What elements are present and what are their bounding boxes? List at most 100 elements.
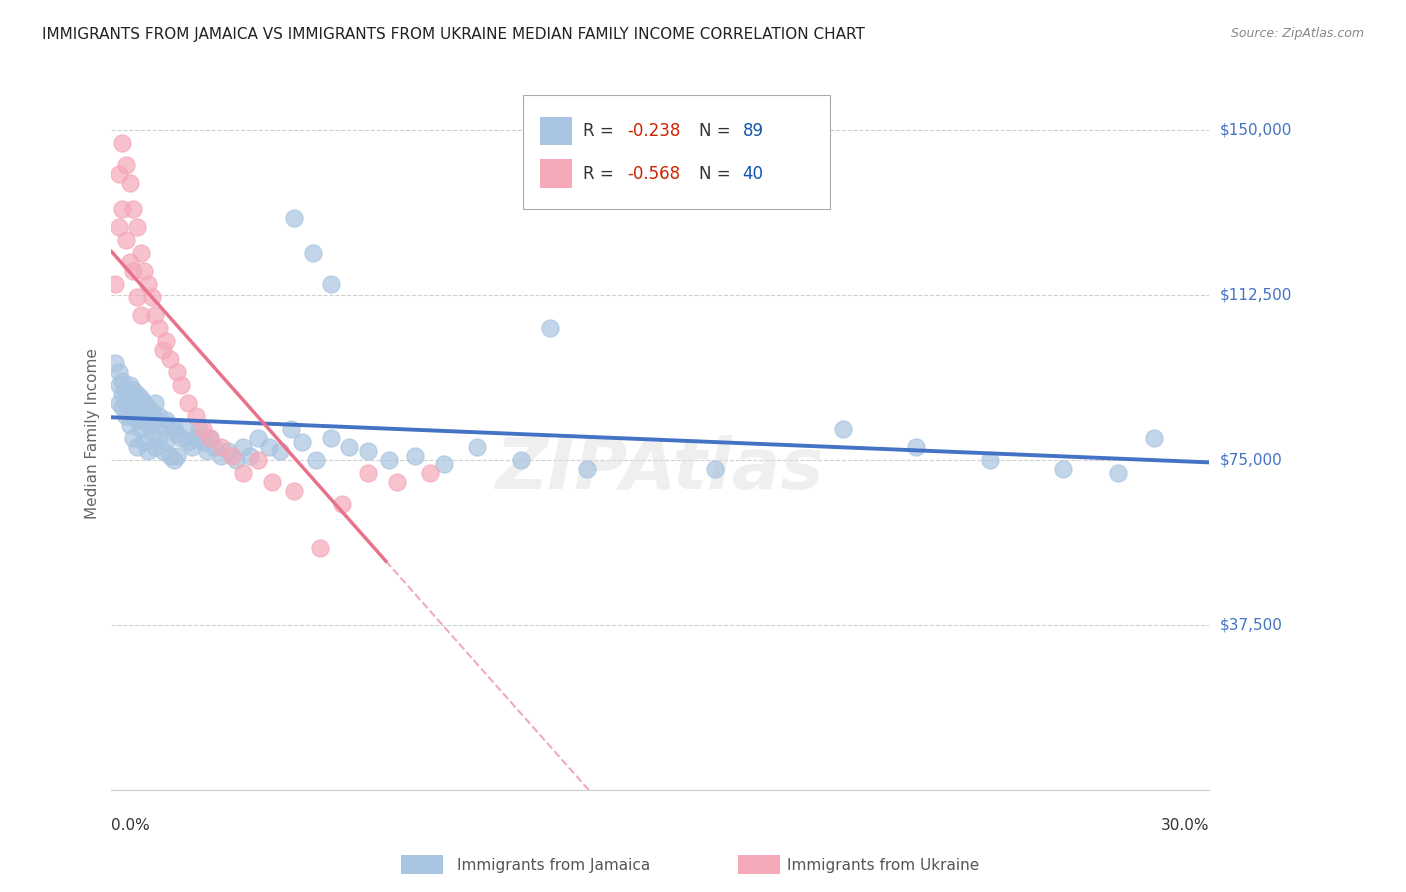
Point bbox=[115, 383, 138, 397]
Point bbox=[143, 413, 166, 427]
Point bbox=[155, 435, 177, 450]
Point bbox=[301, 246, 323, 260]
Point bbox=[221, 449, 243, 463]
Text: N =: N = bbox=[699, 165, 735, 183]
FancyBboxPatch shape bbox=[540, 160, 572, 188]
Point bbox=[143, 308, 166, 322]
Point bbox=[166, 365, 188, 379]
Point bbox=[159, 417, 181, 432]
Point bbox=[404, 449, 426, 463]
Point bbox=[257, 440, 280, 454]
Point bbox=[319, 277, 342, 292]
Text: 30.0%: 30.0% bbox=[1160, 819, 1209, 833]
Point bbox=[136, 277, 159, 292]
Point bbox=[170, 431, 193, 445]
Point bbox=[148, 431, 170, 445]
Point bbox=[141, 290, 163, 304]
Text: $150,000: $150,000 bbox=[1220, 123, 1292, 137]
Point bbox=[337, 440, 360, 454]
Point bbox=[118, 176, 141, 190]
Point bbox=[129, 409, 152, 423]
Point bbox=[122, 264, 145, 278]
Point bbox=[200, 431, 222, 445]
Point bbox=[122, 202, 145, 217]
Point bbox=[115, 396, 138, 410]
Point bbox=[118, 255, 141, 269]
FancyBboxPatch shape bbox=[540, 117, 572, 145]
Point bbox=[356, 444, 378, 458]
Point bbox=[319, 431, 342, 445]
Point bbox=[269, 444, 291, 458]
Text: -0.238: -0.238 bbox=[627, 122, 681, 140]
Point bbox=[1143, 431, 1166, 445]
Point bbox=[704, 462, 727, 476]
Point bbox=[129, 308, 152, 322]
Point bbox=[191, 422, 214, 436]
Point bbox=[107, 167, 129, 181]
Point bbox=[134, 413, 156, 427]
Point bbox=[218, 444, 240, 458]
Point bbox=[232, 467, 254, 481]
Point bbox=[152, 444, 174, 458]
Point bbox=[905, 440, 928, 454]
Point bbox=[129, 422, 152, 436]
Point bbox=[104, 277, 127, 292]
Point bbox=[239, 449, 262, 463]
Point bbox=[166, 426, 188, 441]
Point bbox=[576, 462, 599, 476]
Point bbox=[309, 541, 332, 555]
Point bbox=[111, 387, 134, 401]
Point bbox=[152, 343, 174, 358]
Point bbox=[134, 264, 156, 278]
Text: IMMIGRANTS FROM JAMAICA VS IMMIGRANTS FROM UKRAINE MEDIAN FAMILY INCOME CORRELAT: IMMIGRANTS FROM JAMAICA VS IMMIGRANTS FR… bbox=[42, 27, 865, 42]
Point bbox=[246, 453, 269, 467]
Point bbox=[330, 497, 353, 511]
Text: $75,000: $75,000 bbox=[1220, 452, 1282, 467]
Point bbox=[180, 440, 202, 454]
Point bbox=[136, 401, 159, 415]
Point bbox=[134, 435, 156, 450]
Text: Immigrants from Ukraine: Immigrants from Ukraine bbox=[787, 858, 980, 872]
Point bbox=[162, 422, 184, 436]
Point bbox=[465, 440, 488, 454]
Point bbox=[979, 453, 1001, 467]
Point bbox=[122, 431, 145, 445]
Point bbox=[162, 453, 184, 467]
Point bbox=[136, 417, 159, 432]
Point bbox=[419, 467, 441, 481]
Point bbox=[159, 351, 181, 366]
Point bbox=[143, 396, 166, 410]
Point bbox=[118, 378, 141, 392]
Point bbox=[291, 435, 314, 450]
Point bbox=[118, 405, 141, 419]
Point bbox=[125, 440, 148, 454]
Point bbox=[107, 396, 129, 410]
Point bbox=[510, 453, 533, 467]
Point bbox=[118, 392, 141, 406]
Point bbox=[1107, 467, 1129, 481]
Point bbox=[134, 396, 156, 410]
Point bbox=[122, 409, 145, 423]
Point bbox=[115, 233, 138, 247]
Text: N =: N = bbox=[699, 122, 735, 140]
Point bbox=[177, 435, 200, 450]
Text: $37,500: $37,500 bbox=[1220, 617, 1284, 632]
Point bbox=[356, 467, 378, 481]
Point bbox=[155, 413, 177, 427]
Point bbox=[184, 409, 207, 423]
Point bbox=[115, 158, 138, 172]
Point bbox=[122, 383, 145, 397]
Point bbox=[159, 449, 181, 463]
Point bbox=[202, 440, 225, 454]
Point bbox=[122, 396, 145, 410]
Point bbox=[200, 431, 222, 445]
Point bbox=[433, 458, 456, 472]
Point bbox=[125, 290, 148, 304]
Y-axis label: Median Family Income: Median Family Income bbox=[86, 348, 100, 519]
Text: R =: R = bbox=[583, 122, 620, 140]
Point bbox=[125, 219, 148, 234]
Point bbox=[246, 431, 269, 445]
Point bbox=[136, 444, 159, 458]
FancyBboxPatch shape bbox=[523, 95, 831, 210]
Point bbox=[141, 405, 163, 419]
